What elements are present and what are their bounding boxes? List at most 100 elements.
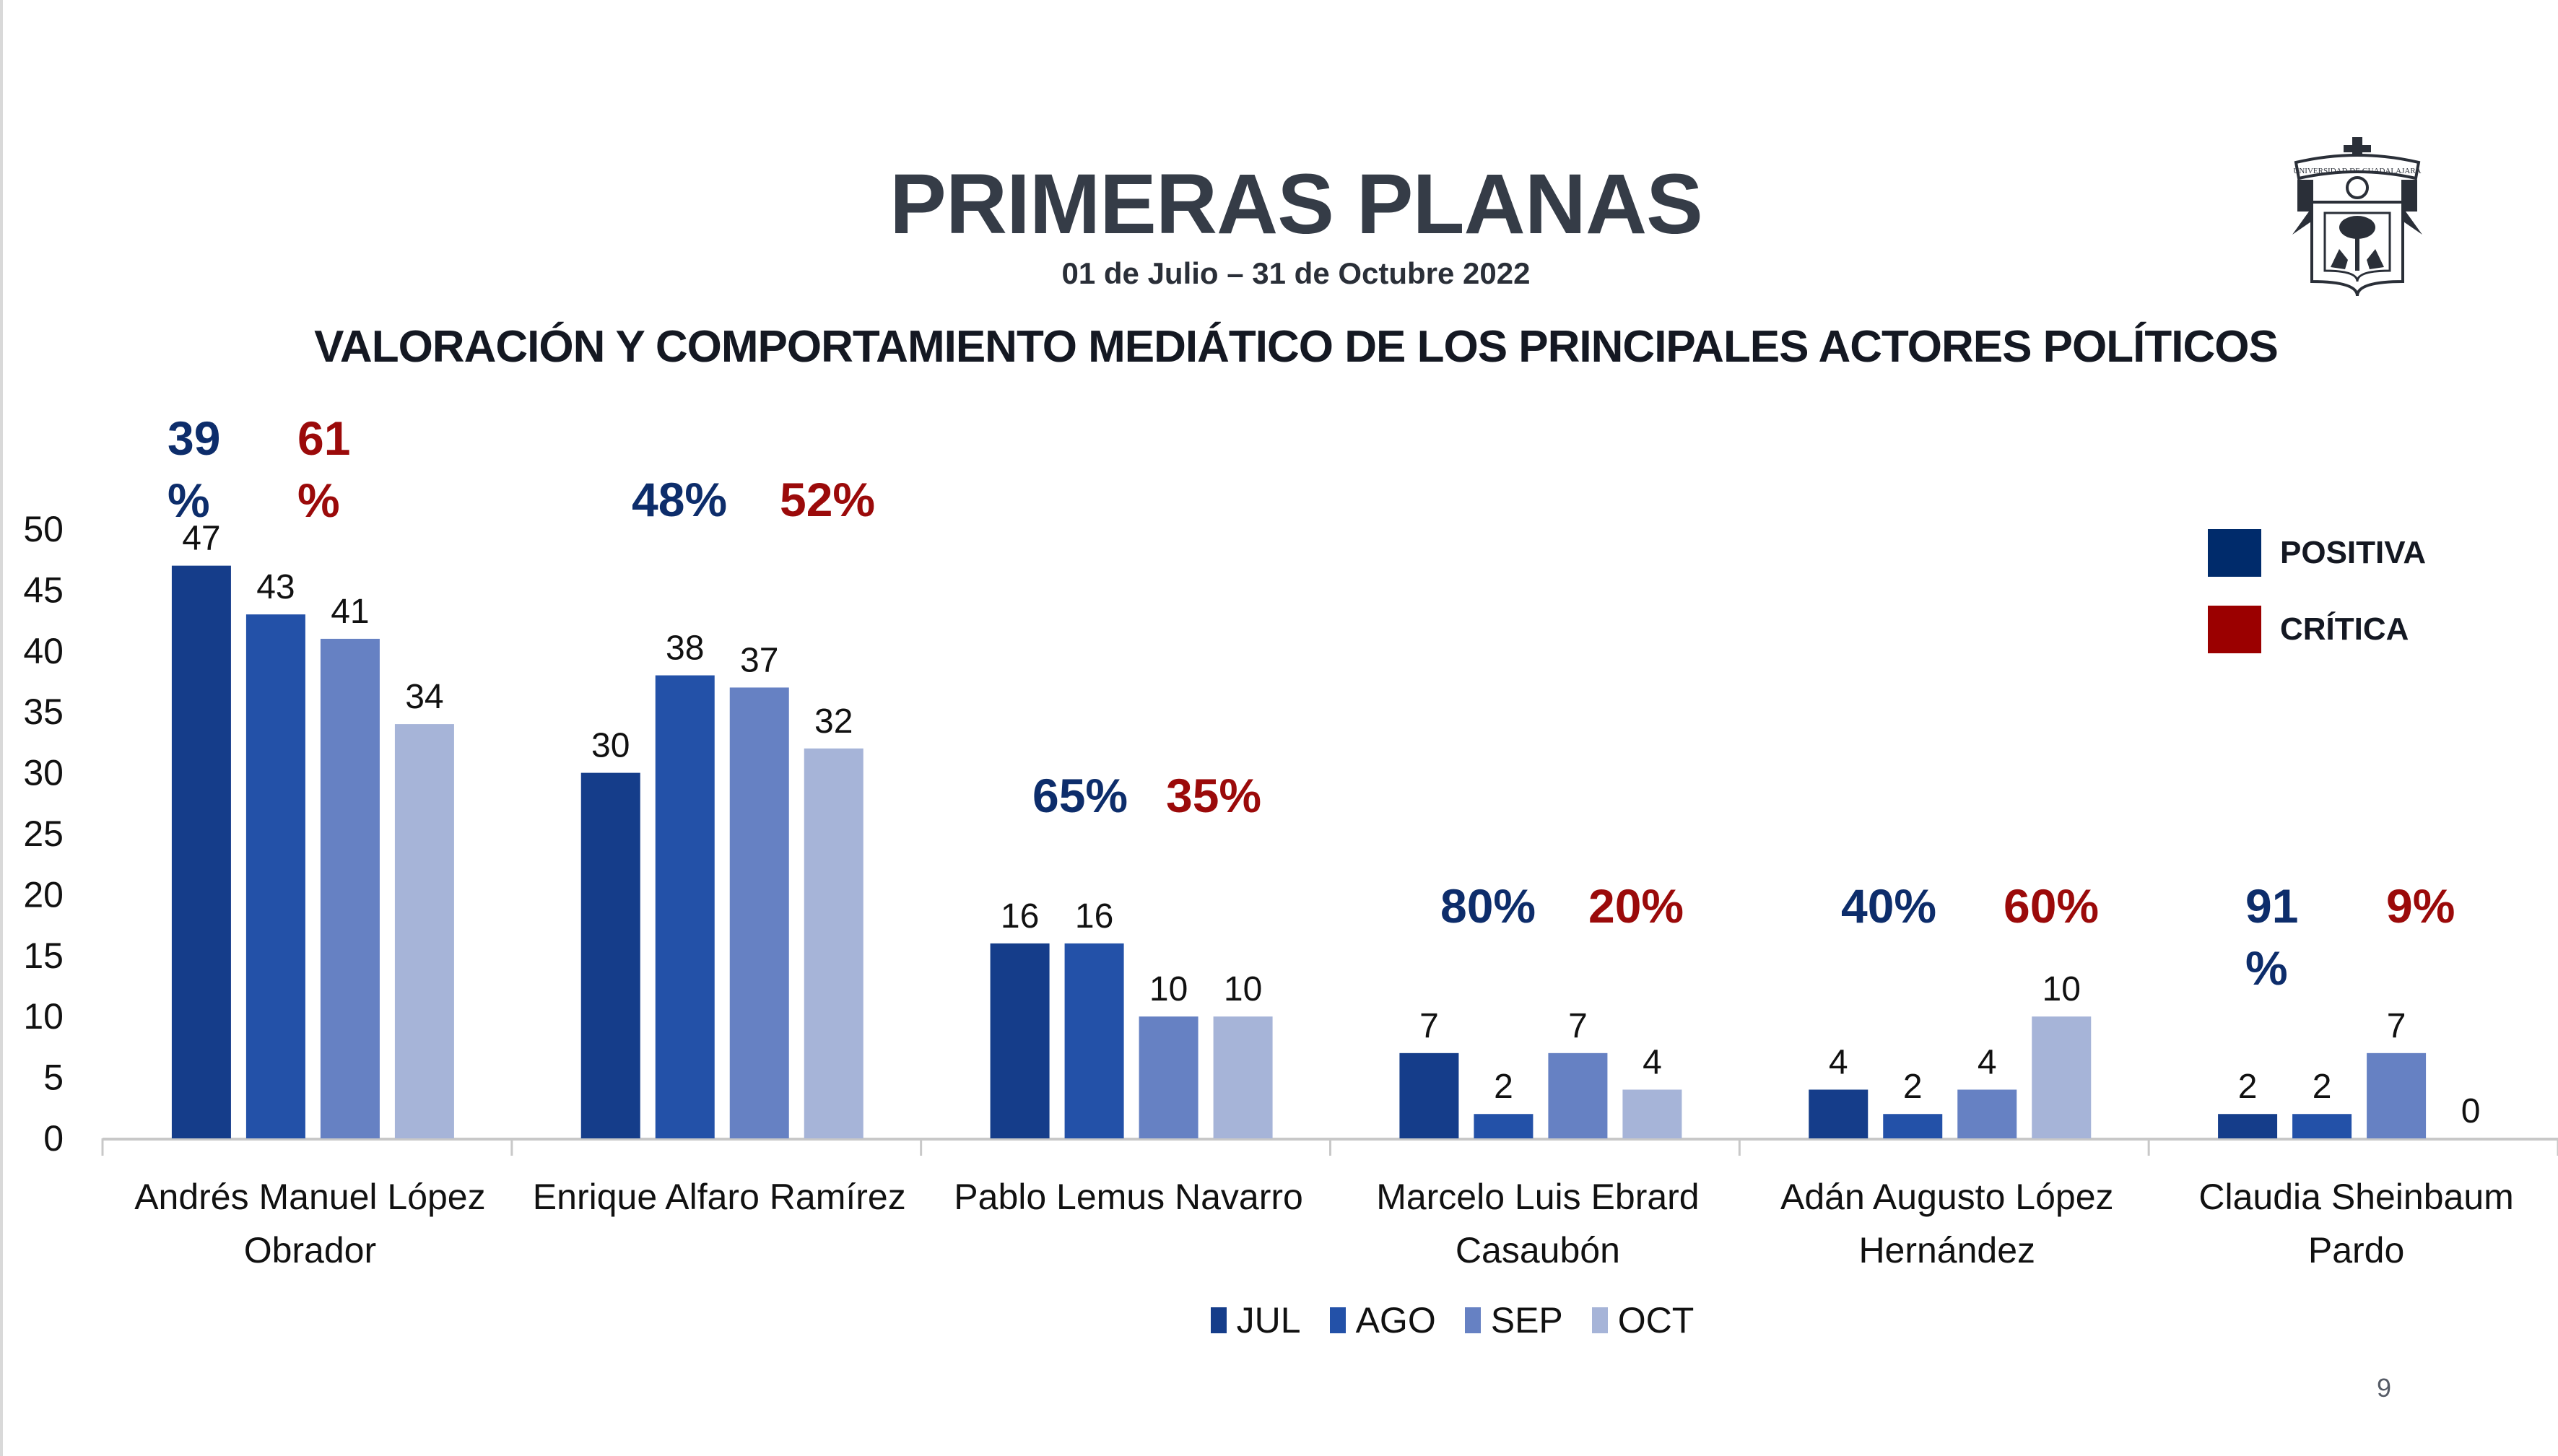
critica-percent: 60% xyxy=(2004,879,2099,933)
data-label: 7 xyxy=(1568,1007,1588,1045)
data-label: 43 xyxy=(256,568,295,606)
legend-swatch xyxy=(1210,1307,1227,1333)
critica-percent-suffix: % xyxy=(297,474,340,527)
legend-item-ago: AGO xyxy=(1329,1299,1436,1341)
data-label: 2 xyxy=(2313,1068,2332,1106)
positiva-percent-suffix: % xyxy=(168,474,210,527)
category-label: Pardo xyxy=(2308,1230,2404,1270)
bar-ago xyxy=(1883,1114,1943,1138)
data-label: 7 xyxy=(1419,1007,1439,1045)
svg-text:UNIVERSIDAD DE GUADALAJARA: UNIVERSIDAD DE GUADALAJARA xyxy=(2293,167,2421,175)
bar-ago xyxy=(245,614,305,1138)
positiva-percent: 91 xyxy=(2245,879,2298,933)
bar-jul xyxy=(1809,1089,1869,1138)
chart-title: VALORACIÓN Y COMPORTAMIENTO MEDIÁTICO DE… xyxy=(314,322,2279,372)
bar-sep xyxy=(729,687,789,1138)
critica-percent: 9% xyxy=(2386,879,2455,933)
bar-sep xyxy=(1139,1016,1198,1138)
bar-sep xyxy=(320,638,380,1138)
critica-swatch xyxy=(2208,606,2261,653)
y-tick-label: 10 xyxy=(23,996,64,1037)
bar-ago xyxy=(1474,1114,1534,1138)
data-label: 47 xyxy=(182,520,220,558)
data-label: 2 xyxy=(1494,1068,1513,1106)
legend-item-positiva: POSITIVA xyxy=(2208,527,2426,579)
positiva-swatch xyxy=(2208,529,2261,577)
page-number: 9 xyxy=(2377,1373,2392,1403)
critica-percent: 35% xyxy=(1166,769,1261,822)
data-label: 4 xyxy=(1643,1043,1662,1081)
data-label: 0 xyxy=(2461,1092,2481,1130)
university-crest-logo: UNIVERSIDAD DE GUADALAJARA xyxy=(2289,134,2426,310)
legend-label: JUL xyxy=(1236,1300,1301,1341)
bar-oct xyxy=(2032,1016,2092,1138)
data-label: 41 xyxy=(331,593,369,631)
bar-oct xyxy=(1622,1089,1682,1138)
category-label: Marcelo Luis Ebrard xyxy=(1376,1177,1699,1217)
critica-percent: 20% xyxy=(1588,879,1684,933)
y-tick-label: 15 xyxy=(23,936,64,976)
legend-label: AGO xyxy=(1355,1300,1436,1341)
y-tick-label: 30 xyxy=(23,753,64,793)
category-label: Casaubón xyxy=(1456,1230,1620,1270)
positiva-percent: 39 xyxy=(168,411,220,465)
sentiment-legend: POSITIVA CRÍTICA xyxy=(2208,527,2426,680)
legend-swatch xyxy=(1464,1307,1481,1333)
data-label: 2 xyxy=(2238,1068,2258,1106)
positiva-percent: 40% xyxy=(1841,879,1936,933)
bar-oct xyxy=(1213,1016,1273,1138)
y-tick-label: 35 xyxy=(23,692,64,732)
bar-sep xyxy=(2367,1052,2427,1138)
bar-ago xyxy=(2292,1114,2352,1138)
bar-jul xyxy=(1399,1052,1459,1138)
y-tick-label: 5 xyxy=(43,1058,64,1098)
data-label: 38 xyxy=(666,629,704,668)
positiva-percent: 48% xyxy=(632,473,727,526)
data-label: 34 xyxy=(405,678,443,716)
data-label: 30 xyxy=(591,727,630,765)
category-label: Adán Augusto López xyxy=(1780,1177,2114,1217)
series-legend: JUL AGO SEP OCT xyxy=(173,1299,2558,1341)
y-tick-label: 0 xyxy=(43,1118,64,1159)
y-tick-label: 20 xyxy=(23,874,64,915)
data-label: 10 xyxy=(1224,970,1262,1008)
y-tick-label: 25 xyxy=(23,814,64,854)
bar-oct xyxy=(394,724,454,1138)
y-tick-label: 50 xyxy=(23,509,64,549)
data-label: 37 xyxy=(740,641,778,679)
bar-oct xyxy=(804,748,863,1138)
data-label: 16 xyxy=(1001,897,1039,936)
critica-percent: 52% xyxy=(780,473,875,526)
bar-sep xyxy=(1957,1089,2017,1138)
legend-item-oct: OCT xyxy=(1591,1299,1694,1341)
legend-item-jul: JUL xyxy=(1210,1299,1301,1341)
category-label: Hernández xyxy=(1858,1230,2035,1270)
data-label: 4 xyxy=(1829,1043,1848,1081)
data-label: 32 xyxy=(814,702,853,741)
bar-sep xyxy=(1548,1052,1608,1138)
data-label: 7 xyxy=(2387,1007,2406,1045)
positiva-percent-suffix: % xyxy=(2245,941,2288,995)
page-title: PRIMERAS PLANAS xyxy=(889,157,1703,252)
data-label: 2 xyxy=(1903,1068,1923,1106)
legend-item-sep: SEP xyxy=(1464,1299,1563,1341)
bar-jul xyxy=(990,943,1050,1138)
y-tick-label: 40 xyxy=(23,631,64,671)
data-label: 4 xyxy=(1978,1043,1997,1081)
bar-jul xyxy=(171,565,231,1138)
legend-label: CRÍTICA xyxy=(2280,611,2409,647)
category-label: Enrique Alfaro Ramírez xyxy=(533,1177,906,1217)
category-label: Andrés Manuel López xyxy=(134,1177,485,1217)
category-label: Claudia Sheinbaum xyxy=(2198,1177,2513,1217)
slide-left-border xyxy=(0,0,3,1456)
legend-label: SEP xyxy=(1490,1300,1563,1341)
legend-item-critica: CRÍTICA xyxy=(2208,603,2426,655)
category-label: Pablo Lemus Navarro xyxy=(954,1177,1303,1217)
positiva-percent: 65% xyxy=(1032,769,1128,822)
bar-jul xyxy=(2218,1114,2278,1138)
category-label: Obrador xyxy=(244,1230,376,1270)
crest-icon: UNIVERSIDAD DE GUADALAJARA xyxy=(2292,137,2422,297)
y-tick-label: 45 xyxy=(23,570,64,610)
data-label: 16 xyxy=(1075,897,1113,936)
